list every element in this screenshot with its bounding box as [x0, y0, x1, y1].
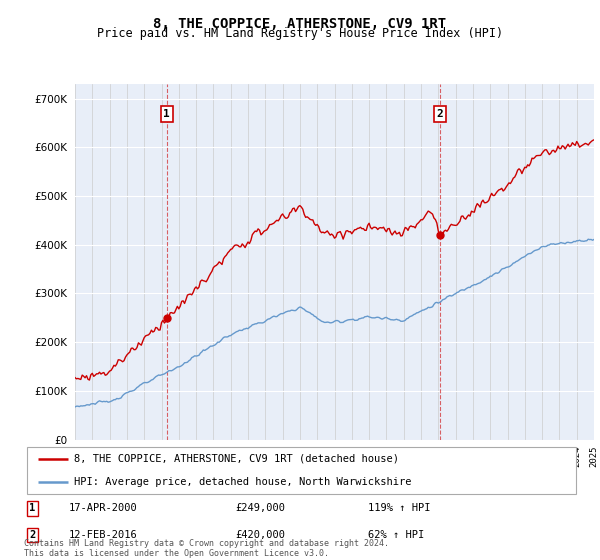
Text: Contains HM Land Registry data © Crown copyright and database right 2024.
This d: Contains HM Land Registry data © Crown c…: [24, 539, 389, 558]
Text: 1: 1: [29, 503, 35, 514]
Text: 62% ↑ HPI: 62% ↑ HPI: [368, 530, 424, 540]
Text: 119% ↑ HPI: 119% ↑ HPI: [368, 503, 431, 514]
Text: 8, THE COPPICE, ATHERSTONE, CV9 1RT: 8, THE COPPICE, ATHERSTONE, CV9 1RT: [154, 17, 446, 31]
Text: 12-FEB-2016: 12-FEB-2016: [68, 530, 137, 540]
Text: £420,000: £420,000: [235, 530, 285, 540]
Text: 2: 2: [437, 109, 443, 119]
Text: HPI: Average price, detached house, North Warwickshire: HPI: Average price, detached house, Nort…: [74, 477, 412, 487]
Text: 8, THE COPPICE, ATHERSTONE, CV9 1RT (detached house): 8, THE COPPICE, ATHERSTONE, CV9 1RT (det…: [74, 454, 399, 464]
FancyBboxPatch shape: [27, 447, 576, 493]
Text: Price paid vs. HM Land Registry's House Price Index (HPI): Price paid vs. HM Land Registry's House …: [97, 27, 503, 40]
Text: 17-APR-2000: 17-APR-2000: [68, 503, 137, 514]
Text: 1: 1: [163, 109, 170, 119]
Text: £249,000: £249,000: [235, 503, 285, 514]
Text: 2: 2: [29, 530, 35, 540]
